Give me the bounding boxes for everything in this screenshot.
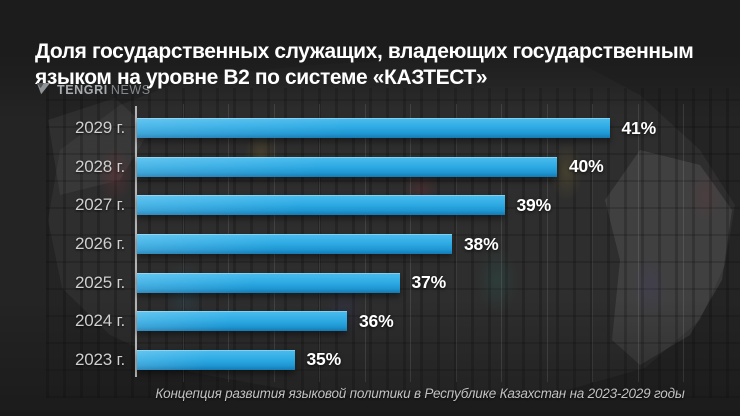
category-label: 2023 г. bbox=[75, 349, 125, 369]
source-caption: Концепция развития языковой политики в Р… bbox=[155, 386, 685, 401]
bar bbox=[137, 195, 505, 216]
bar bbox=[137, 156, 557, 177]
category-label: 2026 г. bbox=[75, 234, 125, 254]
category-label: 2025 г. bbox=[75, 272, 125, 292]
value-label: 35% bbox=[306, 349, 342, 370]
category-label: 2027 г. bbox=[75, 195, 125, 215]
logo-brand: TENGRI bbox=[57, 82, 108, 97]
gridline bbox=[546, 104, 548, 382]
value-label: 36% bbox=[359, 310, 394, 331]
category-label: 2028 г. bbox=[75, 156, 125, 176]
bar-row: 2029 г. 41% bbox=[0, 109, 740, 148]
page-title: Доля государственных служащих, владеющих… bbox=[35, 40, 694, 89]
bar-row: 2025 г. 37% bbox=[0, 263, 740, 302]
bar-row: 2023 г. 35% bbox=[0, 341, 740, 380]
gridline bbox=[501, 104, 502, 382]
tengri-news-logo: TENGRI NEWS bbox=[36, 82, 151, 97]
bar bbox=[137, 234, 452, 255]
value-label: 38% bbox=[464, 233, 499, 254]
gridline bbox=[683, 104, 684, 382]
bar-row: 2027 г. 39% bbox=[0, 186, 740, 225]
gridline bbox=[592, 104, 593, 382]
value-label: 39% bbox=[516, 194, 552, 215]
logo-suffix: NEWS bbox=[110, 82, 151, 97]
bar-row: 2026 г. 38% bbox=[0, 225, 740, 264]
bar bbox=[137, 118, 610, 139]
y-axis-line bbox=[135, 106, 137, 377]
bar bbox=[137, 272, 400, 293]
logo-text: TENGRI NEWS bbox=[57, 83, 151, 97]
bar bbox=[137, 349, 295, 370]
tengri-logo-icon bbox=[36, 82, 51, 95]
bar-rows: 2029 г. 41% 2028 г. 40% 2027 г. 39% 2026 г. 38%… bbox=[0, 109, 740, 379]
category-label: 2024 г. bbox=[75, 311, 125, 331]
gridline bbox=[637, 104, 639, 382]
bar bbox=[137, 311, 347, 332]
value-label: 41% bbox=[621, 117, 657, 138]
bar-row: 2028 г. 40% bbox=[0, 148, 740, 187]
value-label: 37% bbox=[411, 272, 447, 293]
gridline bbox=[455, 104, 457, 382]
bar-row: 2024 г. 36% bbox=[0, 302, 740, 341]
value-label: 40% bbox=[569, 156, 604, 177]
header-band bbox=[0, 0, 740, 108]
category-label: 2029 г. bbox=[75, 118, 125, 138]
